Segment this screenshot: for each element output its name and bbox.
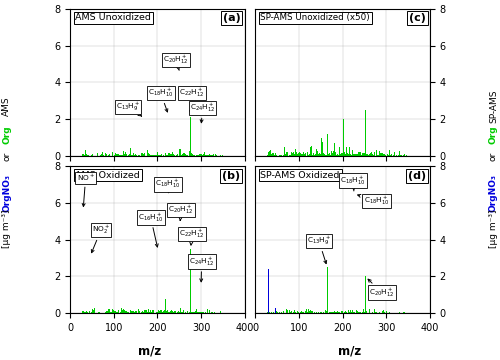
Text: $\mathregular{C_{22}H_{12}^+}$: $\mathregular{C_{22}H_{12}^+}$ bbox=[179, 228, 205, 245]
Text: $\mathregular{C_{16}H_{10}^+}$: $\mathregular{C_{16}H_{10}^+}$ bbox=[138, 211, 164, 247]
Text: AMS: AMS bbox=[2, 96, 11, 116]
Text: $\mathregular{C_{18}H_{10}^+}$: $\mathregular{C_{18}H_{10}^+}$ bbox=[148, 87, 174, 112]
Text: $\mathregular{C_{24}H_{12}^+}$: $\mathregular{C_{24}H_{12}^+}$ bbox=[189, 255, 214, 282]
Text: or: or bbox=[2, 152, 11, 161]
Text: $\mathregular{C_{18}H_{10}^+}$: $\mathregular{C_{18}H_{10}^+}$ bbox=[358, 194, 390, 207]
Text: (c): (c) bbox=[409, 13, 426, 23]
Text: Org: Org bbox=[489, 126, 498, 144]
Text: $\mathregular{C_{24}H_{12}^+}$: $\mathregular{C_{24}H_{12}^+}$ bbox=[190, 102, 216, 123]
Text: $\mathregular{NO_2^+}$: $\mathregular{NO_2^+}$ bbox=[92, 224, 110, 253]
Text: OrgNO₃: OrgNO₃ bbox=[489, 174, 498, 212]
Text: Org: Org bbox=[2, 126, 11, 144]
Text: AMS Unoxidized: AMS Unoxidized bbox=[75, 13, 151, 22]
Text: $\mathregular{C_{20}H_{12}^+}$: $\mathregular{C_{20}H_{12}^+}$ bbox=[368, 279, 394, 299]
Text: $\mathregular{C_{20}H_{12}^+}$: $\mathregular{C_{20}H_{12}^+}$ bbox=[168, 204, 194, 221]
Text: $\mathregular{C_{18}H_{10}^+}$: $\mathregular{C_{18}H_{10}^+}$ bbox=[340, 175, 366, 191]
Text: m/z: m/z bbox=[138, 345, 162, 357]
Text: SP-AMS: SP-AMS bbox=[489, 89, 498, 123]
Text: $\mathregular{C_{20}H_{12}^+}$: $\mathregular{C_{20}H_{12}^+}$ bbox=[163, 54, 188, 70]
Text: [μg m⁻³]: [μg m⁻³] bbox=[2, 210, 11, 248]
Text: AMS Oxidized: AMS Oxidized bbox=[75, 171, 140, 180]
Text: $\mathregular{C_{13}H_9^+}$: $\mathregular{C_{13}H_9^+}$ bbox=[116, 101, 141, 116]
Text: [μg m⁻³]: [μg m⁻³] bbox=[489, 210, 498, 248]
Text: (d): (d) bbox=[408, 171, 426, 181]
Text: SP-AMS Unoxidized (x50): SP-AMS Unoxidized (x50) bbox=[260, 13, 370, 22]
Text: $\mathregular{C_{13}H_9^+}$: $\mathregular{C_{13}H_9^+}$ bbox=[307, 235, 331, 264]
Text: m/z: m/z bbox=[338, 345, 361, 357]
Text: or: or bbox=[489, 152, 498, 161]
Text: $\mathregular{C_{22}H_{12}^+}$: $\mathregular{C_{22}H_{12}^+}$ bbox=[179, 87, 205, 113]
Text: (a): (a) bbox=[222, 13, 240, 23]
Text: $\mathregular{C_{18}H_{10}^+}$: $\mathregular{C_{18}H_{10}^+}$ bbox=[155, 178, 181, 193]
Text: (b): (b) bbox=[222, 171, 240, 181]
Text: $\mathregular{NO^+}$: $\mathregular{NO^+}$ bbox=[76, 173, 94, 207]
Text: OrgNO₃: OrgNO₃ bbox=[2, 174, 11, 212]
Text: SP-AMS Oxidized: SP-AMS Oxidized bbox=[260, 171, 340, 180]
